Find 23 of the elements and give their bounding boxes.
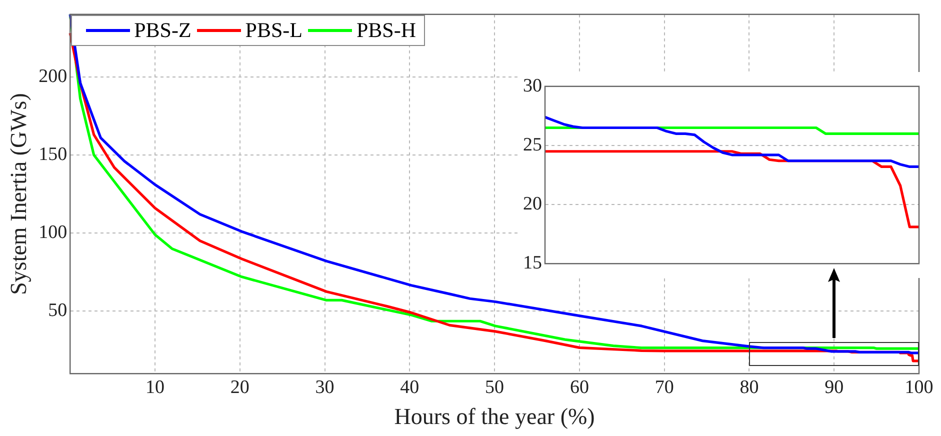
x-axis-title: Hours of the year (%) — [394, 404, 595, 430]
x-tick-label: 100 — [904, 376, 934, 398]
y-tick-label: 100 — [38, 222, 68, 244]
legend-label: PBS-L — [245, 18, 302, 44]
x-tick-label: 40 — [400, 376, 420, 398]
x-tick-label: 20 — [230, 376, 250, 398]
legend-label: PBS-H — [356, 18, 416, 44]
x-tick-label: 80 — [740, 376, 759, 398]
y-tick-label: 50 — [48, 300, 68, 322]
y-tick-label: 30 — [523, 75, 542, 96]
x-tick-label: 60 — [570, 376, 589, 398]
y-axis-title: System Inertia (GWs) — [6, 93, 31, 295]
y-tick-label: 25 — [523, 134, 542, 156]
x-tick-label: 50 — [485, 376, 504, 398]
legend-label: PBS-Z — [134, 18, 192, 44]
y-tick-label: 20 — [523, 194, 542, 215]
y-tick-label: 200 — [38, 66, 68, 87]
y-tick-label: 15 — [523, 252, 542, 274]
x-tick-label: 90 — [824, 376, 844, 398]
y-tick-label: 150 — [38, 144, 68, 165]
x-tick-label: 10 — [145, 376, 164, 398]
x-tick-label: 30 — [315, 376, 334, 398]
x-tick-label: 70 — [654, 376, 674, 398]
